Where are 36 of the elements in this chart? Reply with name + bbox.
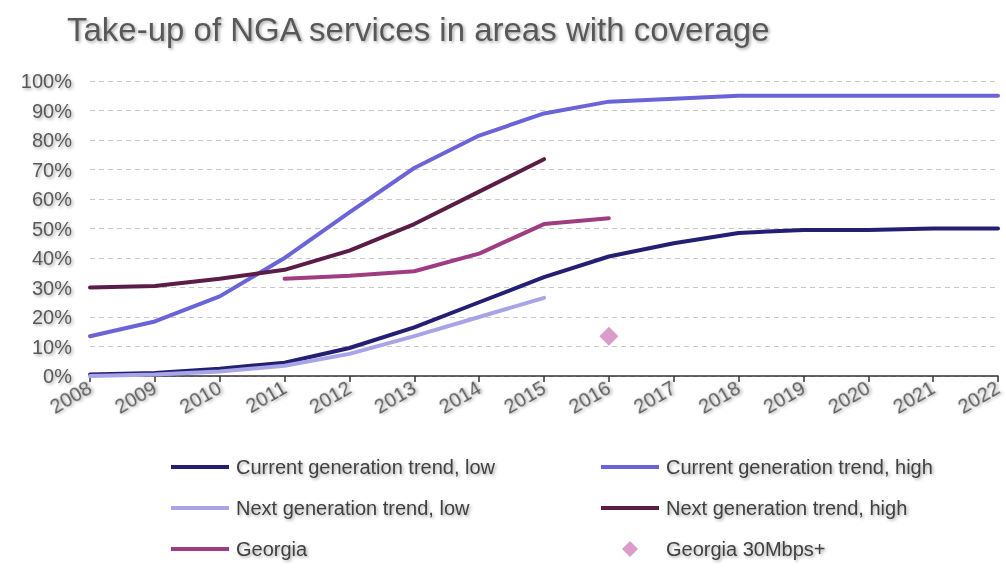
- x-tick-label: 2018: [694, 376, 745, 418]
- x-tick-label: 2017: [629, 376, 680, 418]
- x-tick-label: 2021: [889, 376, 939, 418]
- x-tick-label: 2012: [305, 376, 355, 418]
- y-tick-label: 90%: [31, 99, 73, 122]
- x-tick-label: 2016: [564, 376, 615, 418]
- y-tick-label: 80%: [31, 129, 73, 151]
- line-series: [282, 216, 611, 281]
- line-series: [88, 295, 546, 378]
- legend-label: Next generation trend, high: [666, 497, 908, 519]
- y-tick-label: 70%: [31, 158, 73, 181]
- line-series: [88, 157, 546, 290]
- x-tick-label: 2014: [435, 376, 485, 418]
- x-tick-label: 2020: [824, 376, 874, 418]
- legend-label: Next generation trend, low: [236, 497, 471, 519]
- legend-label: Current generation trend, low: [236, 456, 496, 478]
- legend-label: Georgia: [236, 538, 309, 560]
- x-tick-label: 2015: [499, 376, 550, 418]
- y-tick-label: 10%: [31, 335, 73, 358]
- y-tick-label: 60%: [31, 188, 73, 210]
- x-tick-label: 2013: [370, 376, 420, 418]
- chart-title: Take-up of NGA services in areas with coverage: [67, 11, 770, 48]
- y-tick-label: 50%: [31, 217, 73, 240]
- y-tick-label: 40%: [31, 247, 73, 269]
- y-tick-label: 30%: [31, 276, 73, 299]
- x-tick-label: 2019: [759, 376, 809, 418]
- line-series: [88, 93, 1000, 339]
- x-tick-label: 2009: [110, 376, 161, 418]
- legend-label: Georgia 30Mbps+: [666, 538, 826, 560]
- x-tick-label: 2022: [953, 376, 1004, 418]
- x-tick-label: 2010: [175, 376, 226, 418]
- y-tick-label: 100%: [20, 70, 73, 92]
- y-tick-label: 20%: [31, 306, 73, 328]
- legend-label: Current generation trend, high: [666, 456, 933, 478]
- y-tick-label: 0%: [43, 365, 73, 387]
- x-tick-label: 2011: [241, 376, 291, 418]
